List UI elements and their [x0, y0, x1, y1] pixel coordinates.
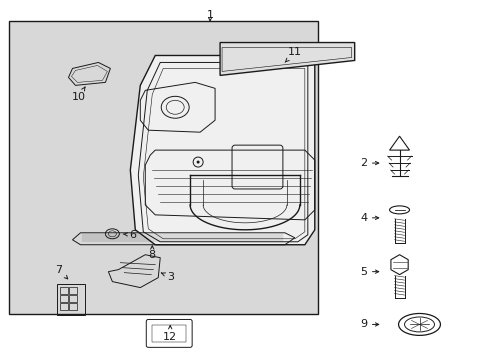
Text: 10: 10	[71, 87, 85, 102]
Polygon shape	[220, 42, 354, 75]
Text: 4: 4	[360, 213, 367, 223]
Text: 2: 2	[360, 158, 367, 168]
Text: 8: 8	[148, 246, 156, 260]
Text: 5: 5	[360, 267, 367, 276]
Text: 7: 7	[55, 265, 68, 279]
Text: 6: 6	[123, 230, 136, 240]
Polygon shape	[130, 55, 314, 245]
Text: 9: 9	[360, 319, 367, 329]
FancyBboxPatch shape	[9, 21, 317, 315]
Text: 1: 1	[206, 10, 213, 20]
Circle shape	[196, 161, 199, 163]
Text: 11: 11	[285, 48, 301, 62]
Text: 3: 3	[161, 272, 173, 282]
Text: 12: 12	[163, 325, 177, 342]
